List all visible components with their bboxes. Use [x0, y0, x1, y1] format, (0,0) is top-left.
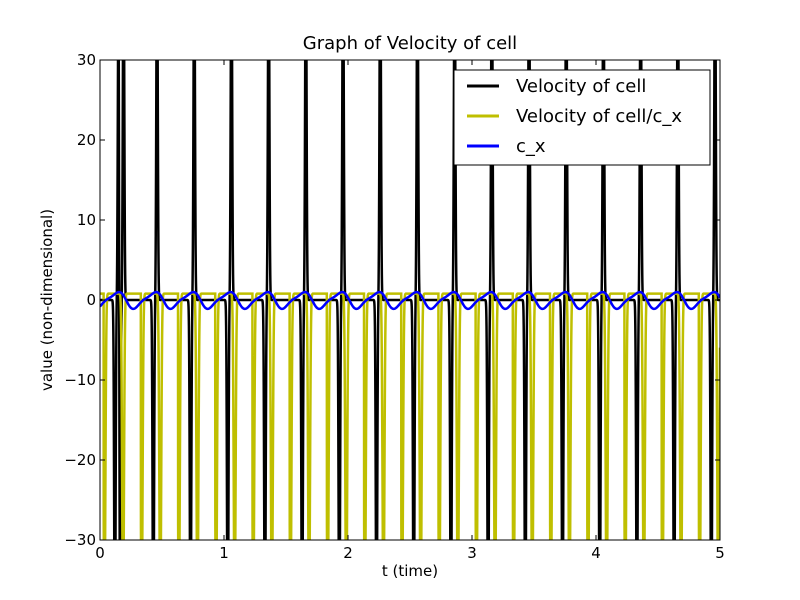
y-tick-label: 10	[77, 211, 96, 229]
legend-label-velocity-ratio: Velocity of cell/c_x	[516, 106, 682, 127]
x-tick-label: 0	[95, 544, 105, 562]
series-cx-line	[100, 290, 720, 311]
y-tick-label: −20	[64, 451, 96, 469]
y-tick-label: −10	[64, 371, 96, 389]
x-tick-label: 4	[591, 544, 601, 562]
chart-title: Graph of Velocity of cell	[303, 33, 517, 54]
x-tick-label: 5	[715, 544, 725, 562]
x-tick-label: 3	[467, 544, 477, 562]
y-tick-label: 20	[77, 131, 96, 149]
x-tick-label: 1	[219, 544, 229, 562]
x-axis-label: t (time)	[382, 562, 438, 580]
x-tick-label: 2	[343, 544, 353, 562]
series-velocity-line	[100, 60, 720, 540]
y-tick-label: −30	[64, 531, 96, 549]
legend-label-velocity: Velocity of cell	[516, 76, 646, 97]
legend: Velocity of cell Velocity of cell/c_x c_…	[453, 69, 711, 166]
y-tick-label: 30	[77, 51, 96, 69]
y-axis-label: value (non-dimensional)	[38, 209, 56, 391]
legend-label-cx: c_x	[516, 136, 546, 157]
series-velocity-ratio-line	[100, 292, 720, 540]
y-tick-label: 0	[86, 291, 96, 309]
